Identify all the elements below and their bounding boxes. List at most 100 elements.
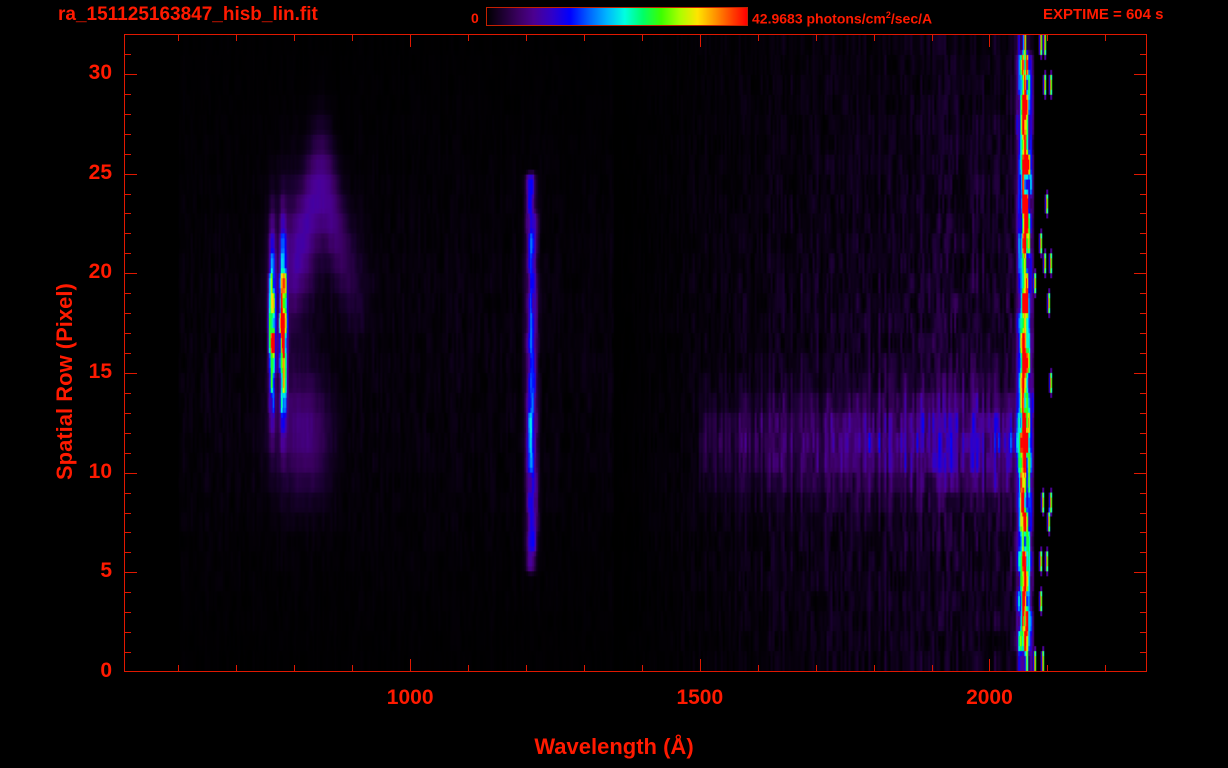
x-minor-tick xyxy=(816,665,817,672)
y-minor-tick-right xyxy=(1140,612,1147,613)
x-tick-label: 1500 xyxy=(676,686,724,709)
x-tick-label: 1000 xyxy=(386,686,434,709)
x-minor-tick-top xyxy=(294,34,295,41)
y-minor-tick-right xyxy=(1140,213,1147,214)
y-tick-label: 0 xyxy=(100,659,112,682)
y-major-tick xyxy=(124,373,137,374)
x-major-tick-top xyxy=(410,34,411,47)
y-minor-tick xyxy=(124,54,131,55)
y-tick-label: 5 xyxy=(100,559,112,583)
x-minor-tick-top xyxy=(1047,34,1048,41)
x-tick-label: 2000 xyxy=(966,686,1013,709)
y-minor-tick-right xyxy=(1140,233,1147,234)
x-major-tick-top xyxy=(700,34,701,47)
y-minor-tick xyxy=(124,194,131,195)
x-major-tick xyxy=(410,659,411,672)
y-major-tick xyxy=(124,174,137,175)
y-minor-tick-right xyxy=(1140,54,1147,55)
y-minor-tick xyxy=(124,313,131,314)
y-minor-tick xyxy=(124,94,131,95)
y-tick-label: 30 xyxy=(88,60,112,84)
x-minor-tick xyxy=(874,665,875,672)
x-major-tick xyxy=(989,659,990,672)
x-minor-tick-top xyxy=(642,34,643,41)
y-minor-tick xyxy=(124,154,131,155)
x-minor-tick-top xyxy=(526,34,527,41)
y-minor-tick-right xyxy=(1140,333,1147,334)
y-minor-tick xyxy=(124,333,131,334)
y-minor-tick-right xyxy=(1140,194,1147,195)
y-minor-tick-right xyxy=(1140,134,1147,135)
x-minor-tick-top xyxy=(816,34,817,41)
y-minor-tick-right xyxy=(1140,253,1147,254)
y-tick-label: 25 xyxy=(88,160,112,184)
y-minor-tick xyxy=(124,233,131,234)
y-minor-tick xyxy=(124,253,131,254)
x-minor-tick xyxy=(352,665,353,672)
y-minor-tick xyxy=(124,433,131,434)
x-minor-tick-top xyxy=(236,34,237,41)
y-minor-tick xyxy=(124,114,131,115)
exposure-time-label: EXPTIME = 604 s xyxy=(1043,6,1164,23)
y-minor-tick xyxy=(124,532,131,533)
x-minor-tick xyxy=(1047,665,1048,672)
y-minor-tick xyxy=(124,293,131,294)
x-minor-tick-top xyxy=(352,34,353,41)
y-minor-tick-right xyxy=(1140,154,1147,155)
colorbar xyxy=(486,7,748,26)
x-minor-tick xyxy=(294,665,295,672)
y-minor-tick xyxy=(124,552,131,553)
y-minor-tick xyxy=(124,393,131,394)
y-minor-tick xyxy=(124,213,131,214)
colorbar-max-value: 42.9683 xyxy=(752,10,803,27)
y-major-tick-right xyxy=(1134,572,1147,573)
y-minor-tick-right xyxy=(1140,632,1147,633)
x-minor-tick xyxy=(642,665,643,672)
y-major-tick xyxy=(124,273,137,274)
y-minor-tick xyxy=(124,513,131,514)
colorbar-min-label: 0 xyxy=(471,10,479,26)
x-minor-tick xyxy=(236,665,237,672)
y-major-tick-right xyxy=(1134,473,1147,474)
y-minor-tick-right xyxy=(1140,433,1147,434)
y-major-tick-right xyxy=(1134,174,1147,175)
plot-frame xyxy=(124,34,1147,672)
y-minor-tick-right xyxy=(1140,592,1147,593)
y-minor-tick xyxy=(124,592,131,593)
x-minor-tick xyxy=(932,665,933,672)
y-minor-tick xyxy=(124,652,131,653)
x-minor-tick-top xyxy=(178,34,179,41)
y-minor-tick xyxy=(124,134,131,135)
y-major-tick xyxy=(124,74,137,75)
y-minor-tick xyxy=(124,413,131,414)
y-minor-tick xyxy=(124,493,131,494)
y-minor-tick-right xyxy=(1140,413,1147,414)
y-minor-tick-right xyxy=(1140,313,1147,314)
y-major-tick-right xyxy=(1134,74,1147,75)
y-tick-label: 15 xyxy=(88,359,112,383)
y-minor-tick-right xyxy=(1140,114,1147,115)
x-minor-tick xyxy=(1105,665,1106,672)
y-major-tick-right xyxy=(1134,373,1147,374)
x-minor-tick-top xyxy=(758,34,759,41)
spectral-image xyxy=(125,35,1146,671)
x-minor-tick-top xyxy=(584,34,585,41)
page-title: ra_151125163847_hisb_lin.fit xyxy=(58,4,318,25)
x-minor-tick-top xyxy=(932,34,933,41)
colorbar-units-exponent: 2 xyxy=(885,10,891,20)
y-major-tick xyxy=(124,473,137,474)
y-tick-label: 20 xyxy=(88,260,112,284)
y-minor-tick-right xyxy=(1140,94,1147,95)
y-minor-tick xyxy=(124,632,131,633)
x-minor-tick-top xyxy=(1105,34,1106,41)
y-major-tick-right xyxy=(1134,273,1147,274)
x-minor-tick-top xyxy=(874,34,875,41)
y-minor-tick xyxy=(124,453,131,454)
y-minor-tick-right xyxy=(1140,353,1147,354)
y-major-tick xyxy=(124,572,137,573)
y-minor-tick-right xyxy=(1140,493,1147,494)
colorbar-max-label: 42.9683 photons/cm2/sec/A xyxy=(752,10,932,27)
x-minor-tick xyxy=(526,665,527,672)
x-major-tick-top xyxy=(989,34,990,47)
